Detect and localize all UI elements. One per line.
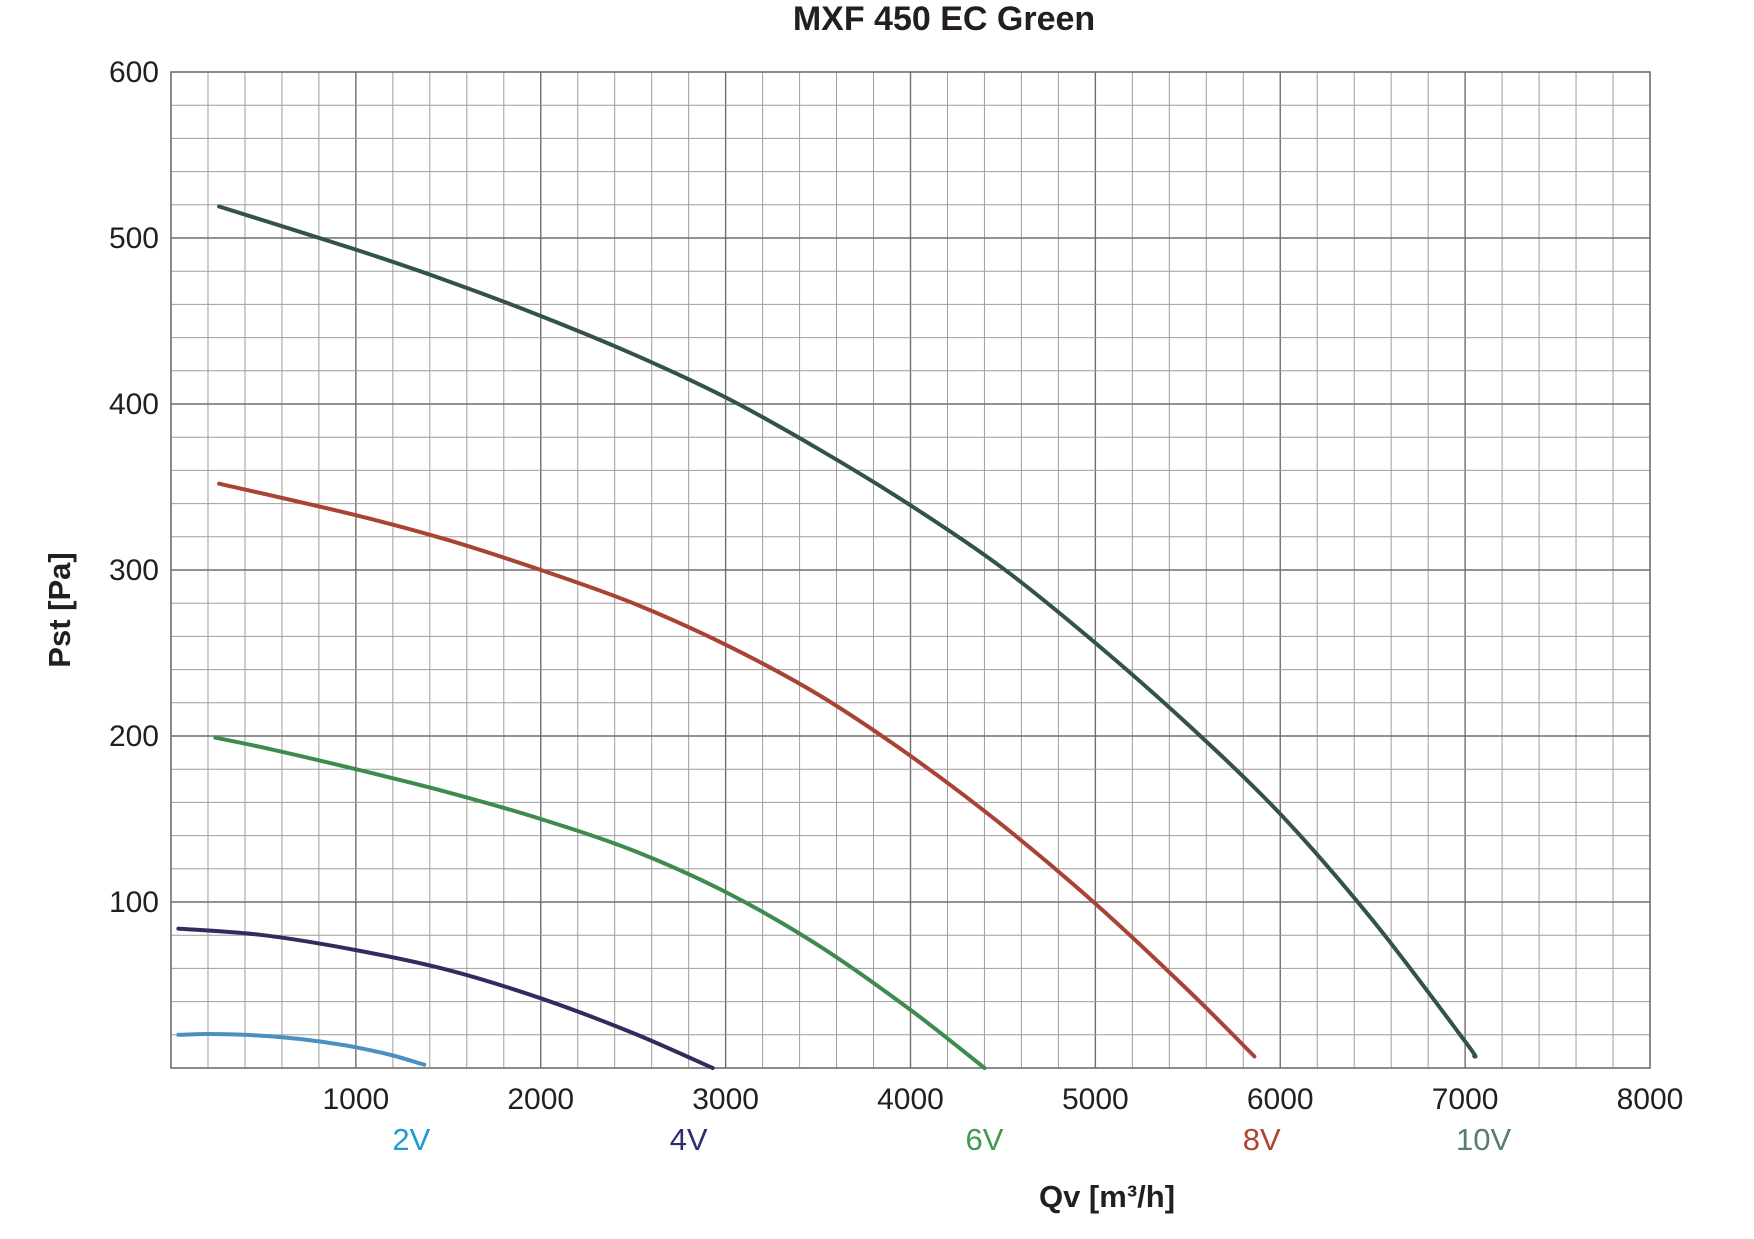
y-tick-label: 100 [109,886,159,919]
x-tick-label: 1000 [323,1083,390,1116]
x-tick-label: 2000 [507,1083,574,1116]
series-label-6v: 6V [965,1122,1003,1157]
y-tick-label: 500 [109,222,159,255]
grid [171,72,1650,1068]
series-curve-4v [176,926,715,1070]
series-curves [176,204,1478,1070]
y-tick-labels: 100 200 300 400 500 600 [109,56,159,919]
x-tick-label: 8000 [1617,1083,1684,1116]
x-tick-label: 4000 [877,1083,944,1116]
series-label-4v: 4V [670,1122,708,1157]
y-tick-label: 400 [109,388,159,421]
y-tick-label: 200 [109,720,159,753]
series-labels: 2V 4V 6V 8V 10V [392,1122,1511,1157]
series-curve-6v [213,735,987,1070]
y-tick-label: 300 [109,554,159,587]
y-axis-label: Pst [Pa] [42,552,77,667]
x-tick-label: 6000 [1247,1083,1314,1116]
x-tick-label: 3000 [692,1083,759,1116]
plot-frame [170,71,1651,1069]
chart-title: MXF 450 EC Green [793,0,1095,38]
x-tick-label: 5000 [1062,1083,1129,1116]
y-tick-label: 600 [109,56,159,89]
x-tick-labels: 1000 2000 3000 4000 5000 6000 7000 8000 [323,1083,1684,1116]
x-axis-label: Qv [m³/h] [1039,1179,1175,1214]
series-curve-8v [217,481,1257,1059]
x-tick-label: 7000 [1432,1083,1499,1116]
series-label-2v: 2V [392,1122,430,1157]
series-curve-2v [176,1031,427,1067]
series-label-8v: 8V [1243,1122,1281,1157]
series-label-10v: 10V [1456,1122,1511,1157]
series-curve-10v [217,204,1478,1059]
